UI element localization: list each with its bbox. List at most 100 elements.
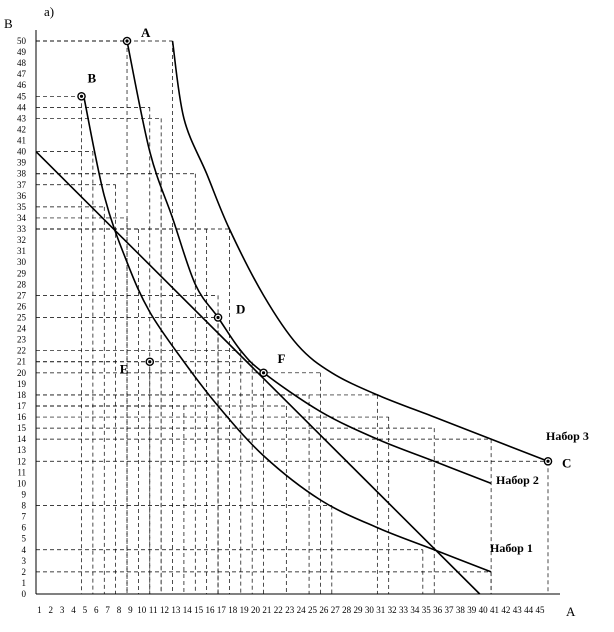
y-axis-title: B: [4, 16, 13, 31]
y-tick-label: 15: [17, 423, 27, 433]
x-tick-label: 20: [251, 605, 261, 615]
curve-label-2: Набор 2: [496, 473, 539, 487]
curves: [35, 40, 549, 595]
x-tick-label: 1: [37, 605, 42, 615]
point-label-f: F: [278, 351, 286, 366]
y-tick-label: 10: [17, 478, 27, 488]
x-tick-label: 19: [240, 605, 250, 615]
x-tick-label: 44: [524, 605, 534, 615]
y-tick-label: 8: [22, 501, 27, 511]
guide-lines: [36, 40, 549, 595]
y-tick-label: 29: [17, 268, 27, 278]
point-label-b: B: [88, 70, 97, 85]
x-tick-label: 12: [160, 605, 169, 615]
x-tick-label: 21: [262, 605, 271, 615]
x-tick-label: 24: [297, 605, 307, 615]
x-tick-label: 26: [319, 605, 329, 615]
y-tick-label: 13: [17, 445, 27, 455]
y-tick-label: 30: [17, 257, 27, 267]
y-tick-label: 3: [22, 556, 27, 566]
y-tick-label: 46: [17, 80, 27, 90]
y-tick-label: 48: [17, 58, 27, 68]
x-tick-label: 14: [183, 605, 193, 615]
curve-label-3: Набор 3: [546, 429, 589, 443]
x-tick-label: 40: [479, 605, 489, 615]
y-tick-label: 0: [22, 589, 27, 599]
x-tick-label: 34: [410, 605, 420, 615]
x-tick-label: 39: [467, 605, 477, 615]
x-axis-title: A: [566, 604, 576, 619]
y-tick-label: 4: [22, 545, 27, 555]
y-tick-label: 43: [17, 113, 27, 123]
y-tick-label: 25: [17, 313, 27, 323]
x-tick-label: 37: [444, 605, 454, 615]
x-tick-label: 11: [149, 605, 158, 615]
budget-line: [35, 151, 481, 595]
y-tick-label: 26: [17, 301, 27, 311]
point-label-a: A: [141, 25, 151, 40]
y-tick-label: 20: [17, 368, 27, 378]
y-tick-label: 45: [17, 91, 27, 101]
x-tick-label: 25: [308, 605, 318, 615]
point-label-e: E: [120, 362, 129, 377]
point-dot-d: [216, 315, 220, 320]
y-tick-label: 11: [17, 467, 26, 477]
point-dot-f: [261, 371, 266, 375]
y-tick-label: 41: [17, 136, 26, 146]
y-tick-label: 1: [22, 578, 27, 588]
x-tick-label: 29: [353, 605, 363, 615]
y-tick-label: 21: [17, 357, 26, 367]
x-tick-label: 16: [206, 605, 216, 615]
point-dot-b: [79, 94, 84, 98]
point-dot-a: [125, 39, 129, 43]
y-tick-label: 9: [22, 489, 27, 499]
y-tick-label: 22: [17, 346, 26, 356]
x-tick-label: 3: [60, 605, 65, 615]
y-tick-label: 18: [17, 390, 27, 400]
point-dot-c: [546, 459, 550, 463]
y-tick-label: 39: [17, 158, 27, 168]
x-tick-label: 17: [217, 605, 227, 615]
x-tick-label: 13: [171, 605, 181, 615]
x-tick-label: 43: [513, 605, 523, 615]
y-tick-label: 16: [17, 412, 27, 422]
curve-set-3: [171, 40, 549, 463]
point-label-c: C: [562, 455, 571, 470]
x-tick-label: 22: [274, 605, 283, 615]
y-tick-label: 37: [17, 180, 27, 190]
x-tick-label: 18: [228, 605, 238, 615]
panel-label: а): [44, 4, 54, 19]
y-tick-label: 36: [17, 191, 27, 201]
y-tick-label: 12: [17, 456, 26, 466]
y-tick-label: 28: [17, 279, 27, 289]
y-tick-label: 6: [22, 523, 27, 533]
y-tick-label: 33: [17, 224, 27, 234]
y-tick-labels: 0123456789101112131415161718192021222324…: [17, 36, 27, 599]
point-label-d: D: [236, 302, 245, 317]
x-tick-label: 42: [501, 605, 510, 615]
y-tick-label: 17: [17, 401, 27, 411]
y-tick-label: 7: [22, 512, 27, 522]
x-tick-label: 23: [285, 605, 295, 615]
x-tick-label: 15: [194, 605, 204, 615]
x-tick-label: 30: [365, 605, 375, 615]
x-tick-label: 35: [422, 605, 432, 615]
y-tick-label: 34: [17, 213, 27, 223]
x-tick-label: 7: [105, 605, 110, 615]
x-tick-label: 2: [49, 605, 54, 615]
y-tick-label: 23: [17, 335, 27, 345]
point-dot-e: [148, 360, 152, 364]
y-tick-label: 24: [17, 324, 27, 334]
x-tick-label: 32: [388, 605, 397, 615]
y-tick-label: 50: [17, 36, 27, 46]
y-tick-label: 2: [22, 567, 27, 577]
y-tick-label: 44: [17, 102, 27, 112]
y-tick-label: 35: [17, 202, 27, 212]
y-tick-label: 14: [17, 434, 27, 444]
y-tick-label: 27: [17, 290, 27, 300]
x-tick-label: 8: [117, 605, 122, 615]
curve-set-1: [83, 96, 492, 573]
x-tick-label: 31: [376, 605, 385, 615]
x-tick-label: 36: [433, 605, 443, 615]
